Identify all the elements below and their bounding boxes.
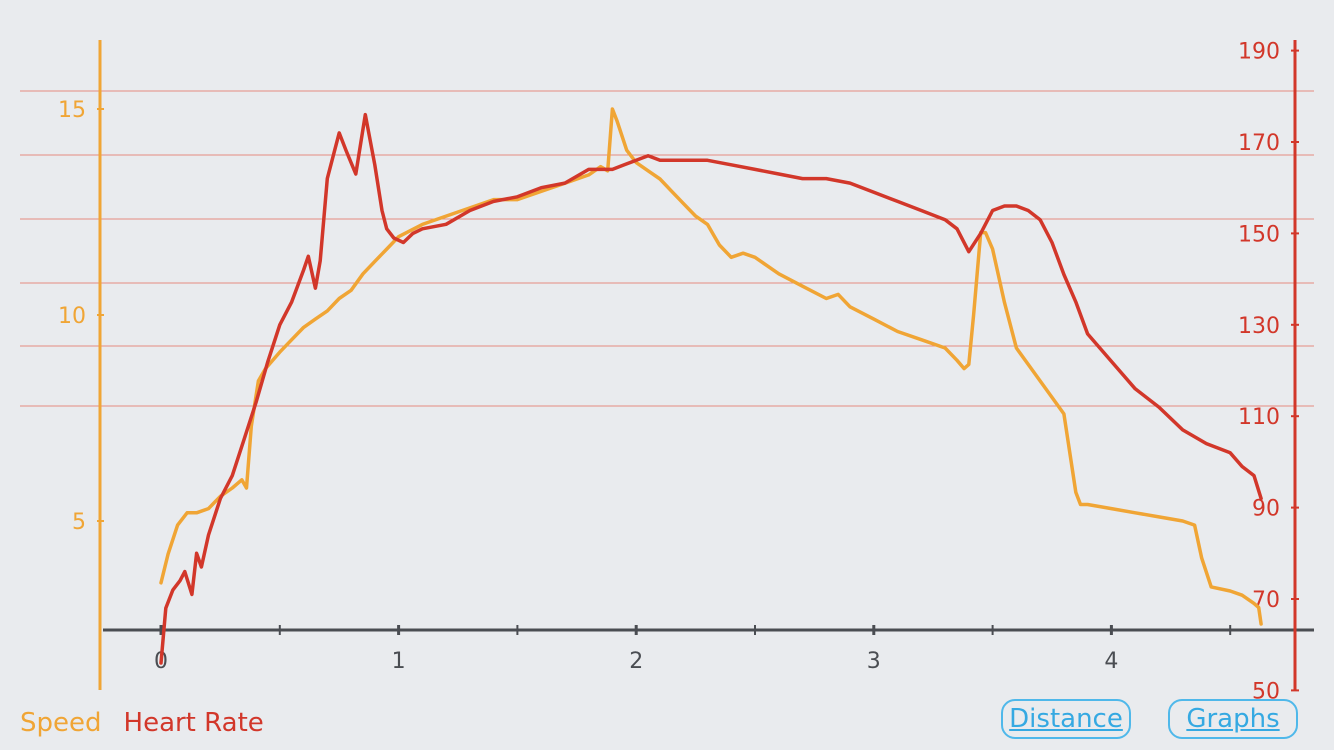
gridlines	[20, 90, 1314, 407]
x-tick-label-3: 3	[867, 649, 881, 674]
distance-button[interactable]: Distance	[1001, 699, 1131, 739]
series-line-heart-rate	[159, 112, 1263, 665]
series-layer	[159, 107, 1263, 665]
legend: Speed Heart Rate	[20, 708, 264, 738]
right-axis-heart-rate: 50 70 90 110 130 150 170 190	[1238, 40, 1299, 700]
right-tick-label-4: 130	[1238, 314, 1280, 339]
series-line-speed	[159, 107, 1263, 626]
right-tick-label-3: 110	[1238, 405, 1280, 430]
left-axis-speed: 5 10 15	[58, 40, 104, 690]
graphs-button[interactable]: Graphs	[1168, 699, 1298, 739]
right-tick-label-7: 190	[1238, 40, 1280, 65]
right-tick-label-2: 90	[1252, 497, 1280, 522]
x-tick-label-1: 1	[392, 649, 406, 674]
legend-heart-rate: Heart Rate	[123, 708, 264, 738]
left-tick-label-0: 5	[72, 510, 86, 535]
right-tick-label-0: 50	[1252, 679, 1280, 700]
left-tick-label-2: 15	[58, 98, 86, 123]
left-tick-label-1: 10	[58, 304, 86, 329]
x-tick-label-2: 2	[629, 649, 643, 674]
x-tick-label-4: 4	[1104, 649, 1118, 674]
right-tick-label-6: 170	[1238, 131, 1280, 156]
right-tick-label-5: 150	[1238, 222, 1280, 247]
right-tick-label-1: 70	[1252, 588, 1280, 613]
legend-speed: Speed	[20, 708, 102, 738]
